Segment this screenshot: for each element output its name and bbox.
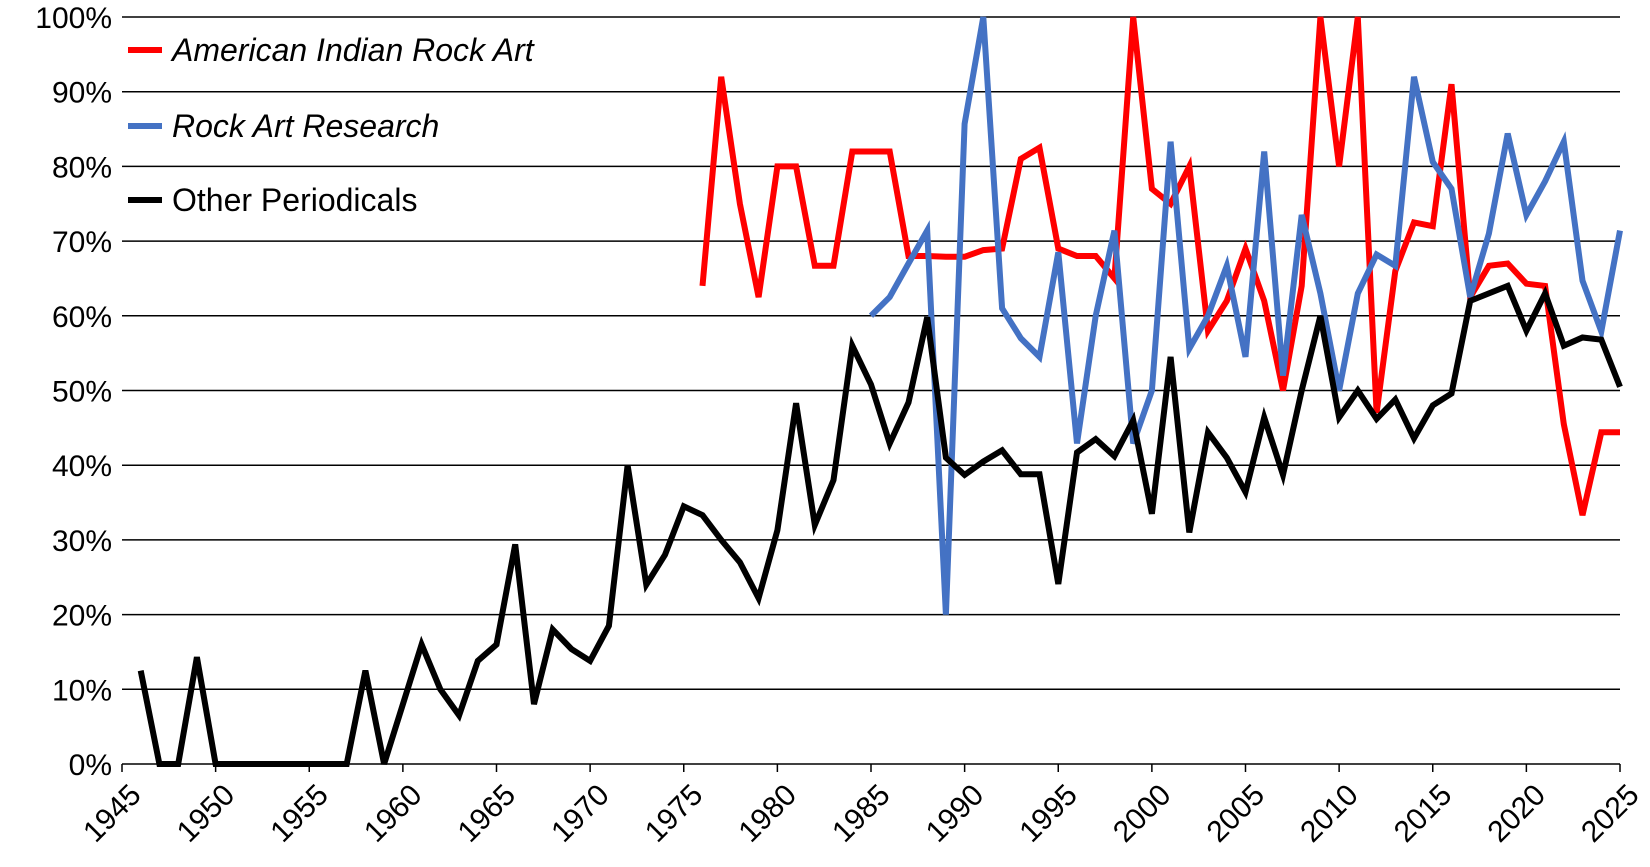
x-axis-ticks: 1945 1950 1955 1960 1965 1970 1975 1980 1985 1990… [77, 764, 1646, 849]
series-lines [137, 16, 1623, 767]
y-tick-label: 80% [52, 151, 112, 184]
x-tick-label: 1945 [77, 778, 148, 849]
y-tick-label: 70% [52, 226, 112, 259]
x-tick-label: 2010 [1294, 778, 1365, 849]
x-tick-label: 1995 [1013, 778, 1084, 849]
y-tick-label: 90% [52, 77, 112, 110]
y-tick-label: 100% [35, 2, 112, 35]
x-tick-label: 2025 [1575, 778, 1646, 849]
y-tick-label: 0% [69, 749, 112, 782]
x-tick-label: 1955 [264, 778, 335, 849]
y-tick-label: 10% [52, 674, 112, 707]
legend-label: American Indian Rock Art [170, 32, 535, 68]
y-tick-label: 30% [52, 525, 112, 558]
x-tick-label: 2015 [1388, 778, 1459, 849]
x-tick-label: 1975 [639, 778, 710, 849]
x-tick-label: 2000 [1107, 778, 1178, 849]
legend: American Indian Rock Art Rock Art Researc… [128, 32, 535, 218]
x-tick-label: 1990 [920, 778, 991, 849]
y-tick-label: 60% [52, 301, 112, 334]
x-tick-label: 1985 [826, 778, 897, 849]
series-line-1 [868, 16, 1623, 615]
y-tick-label: 40% [52, 450, 112, 483]
y-axis-ticks: 0% 10% 20% 30% 40% 50% 60% 70% 80% 90% 100% [35, 2, 112, 782]
x-tick-label: 2020 [1481, 778, 1552, 849]
series-line-2 [137, 282, 1623, 767]
x-tick-label: 2005 [1201, 778, 1272, 849]
legend-label: Other Periodicals [172, 182, 417, 218]
x-tick-label: 1970 [545, 778, 616, 849]
x-tick-label: 1960 [358, 778, 429, 849]
y-tick-label: 50% [52, 376, 112, 409]
y-tick-label: 20% [52, 600, 112, 633]
legend-label: Rock Art Research [172, 108, 439, 144]
x-tick-label: 1950 [171, 778, 242, 849]
x-tick-label: 1965 [452, 778, 523, 849]
x-tick-label: 1980 [732, 778, 803, 849]
